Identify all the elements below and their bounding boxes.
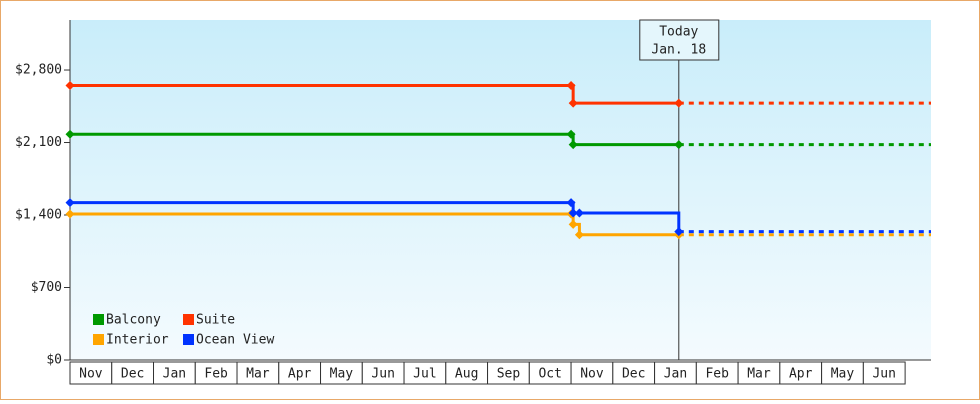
x-tick-label: Nov [79,367,103,382]
price-point [568,98,578,108]
x-tick-label: Nov [580,367,604,382]
plot-area [70,20,931,360]
price-point [674,140,684,150]
x-tick-label: Jun [371,367,394,382]
legend-label: Interior [106,333,169,348]
x-tick-label: Dec [121,367,144,382]
x-tick-label: Apr [789,367,813,382]
x-tick-label: Mar [747,367,771,382]
x-tick-label: Feb [204,367,228,382]
y-tick-label: $2,800 [15,63,62,78]
price-point [574,230,584,240]
y-tick-label: $700 [31,280,62,295]
month-cell [862,361,906,385]
y-tick-label: $2,100 [15,135,62,150]
step-segment [579,211,681,232]
price-point [566,129,576,139]
price-point [65,129,75,139]
legend-swatch [93,334,104,345]
today-label: Jan. 18 [651,43,706,58]
x-tick-label: Feb [705,367,729,382]
x-tick-label: Jul [413,367,436,382]
legend-label: Suite [196,313,235,328]
x-tick-label: Jun [872,367,895,382]
x-tick-label: May [330,367,354,382]
today-box [639,19,720,61]
price-point [566,81,576,91]
x-tick-label: Aug [455,367,478,382]
price-point [674,98,684,108]
price-point [65,209,75,219]
x-tick-label: Mar [246,367,270,382]
price-point [574,208,584,218]
legend-swatch [93,314,104,325]
legend-swatch [183,314,194,325]
y-tick-label: $0 [46,353,62,368]
y-tick-label: $1,400 [15,208,62,223]
price-point [568,140,578,150]
x-tick-label: Oct [538,367,561,382]
price-point [65,198,75,208]
legend-label: Ocean View [196,333,274,348]
x-tick-label: May [831,367,855,382]
legend-swatch [183,334,194,345]
x-tick-label: Dec [622,367,645,382]
price-point [566,198,576,208]
price-point [568,208,578,218]
today-label: Today [659,25,698,40]
price-point [568,219,578,229]
price-point [65,81,75,91]
x-tick-label: Apr [288,367,312,382]
x-tick-label: Sep [497,367,521,382]
x-tick-label: Jan [664,367,687,382]
x-tick-label: Jan [163,367,186,382]
legend-label: Balcony [106,313,161,328]
price-point [674,227,684,237]
